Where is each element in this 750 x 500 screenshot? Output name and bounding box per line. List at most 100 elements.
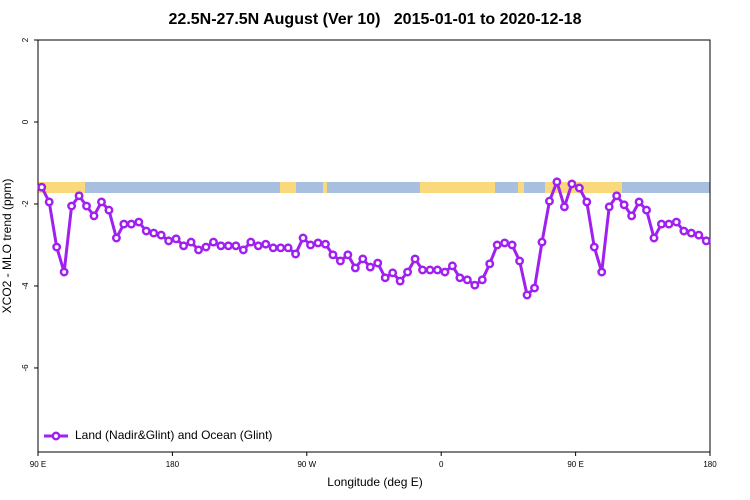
point [440,267,450,277]
point [149,228,159,238]
point [492,240,502,250]
point [126,219,136,229]
point [164,236,174,246]
point [335,256,345,266]
point [485,259,495,269]
point [649,233,659,243]
point [134,217,144,227]
point [253,241,263,251]
point [537,237,547,247]
y-axis-label: XCO2 - MLO trend (ppm) [0,179,14,314]
land-strip [420,182,495,193]
point [559,202,569,212]
point [589,242,599,252]
point [283,243,293,253]
point [701,236,711,246]
land-strip [323,182,327,193]
point [97,197,106,207]
point [268,243,278,253]
point [37,182,47,192]
point [209,237,218,247]
point [186,237,196,247]
point [373,258,383,268]
point [201,242,211,252]
point [582,197,592,207]
point [433,265,442,275]
point [545,196,554,206]
point [686,228,696,238]
y-tick-label: -2 [21,200,30,208]
point [671,217,681,227]
point [388,268,398,278]
point [246,237,256,247]
point [627,211,637,221]
legend-marker [51,431,61,441]
point [321,239,330,249]
point [574,183,584,193]
legend-label: Land (Nadir&Glint) and Ocean (Glint) [75,428,272,442]
point [194,245,203,255]
point [403,267,413,277]
point [231,241,241,251]
map-strip [38,182,710,193]
point [223,241,233,251]
point [425,265,435,275]
point [507,240,517,250]
point [82,201,91,211]
point [612,191,622,201]
x-tick-label: 180 [166,460,180,469]
point [552,177,562,187]
point [447,261,457,271]
point [276,243,286,253]
point [679,226,689,236]
point [619,200,629,210]
point [291,249,301,259]
point [515,256,525,266]
point [522,290,532,300]
point [358,254,368,264]
point [395,276,405,286]
point [216,241,226,251]
y-tick-label: -6 [21,364,30,372]
x-tick-label: 90 E [30,460,46,469]
chart-title: 22.5N-27.5N August (Ver 10) 2015-01-01 t… [169,11,582,28]
point [328,250,338,260]
point [141,226,151,236]
point [664,219,674,229]
point [156,230,166,240]
point [52,242,62,252]
x-tick-label: 90 E [567,460,583,469]
x-axis-label: Longitude (deg E) [327,475,422,489]
point [694,230,704,240]
point [657,219,666,229]
point [604,202,614,212]
land-strip [518,182,524,193]
point [44,197,54,207]
x-tick-label: 90 W [297,460,316,469]
point [530,283,539,293]
point [642,205,651,215]
ocean-strip [38,182,710,193]
y-tick-label: 0 [21,119,30,124]
x-tick-label: 0 [439,460,444,469]
point [261,239,271,249]
point [119,219,129,229]
point [171,234,181,244]
point [500,238,510,248]
land-strip [38,182,85,193]
point [89,211,99,221]
point [410,254,420,264]
point [104,205,114,215]
point [477,275,487,285]
y-tick-label: -4 [21,282,30,290]
point [298,233,308,243]
point [380,273,390,283]
point [306,240,315,250]
point [597,267,607,277]
point [313,238,323,248]
point [74,191,84,201]
land-strip [280,182,296,193]
point [418,265,427,275]
y-tick-label: 2 [21,37,30,42]
